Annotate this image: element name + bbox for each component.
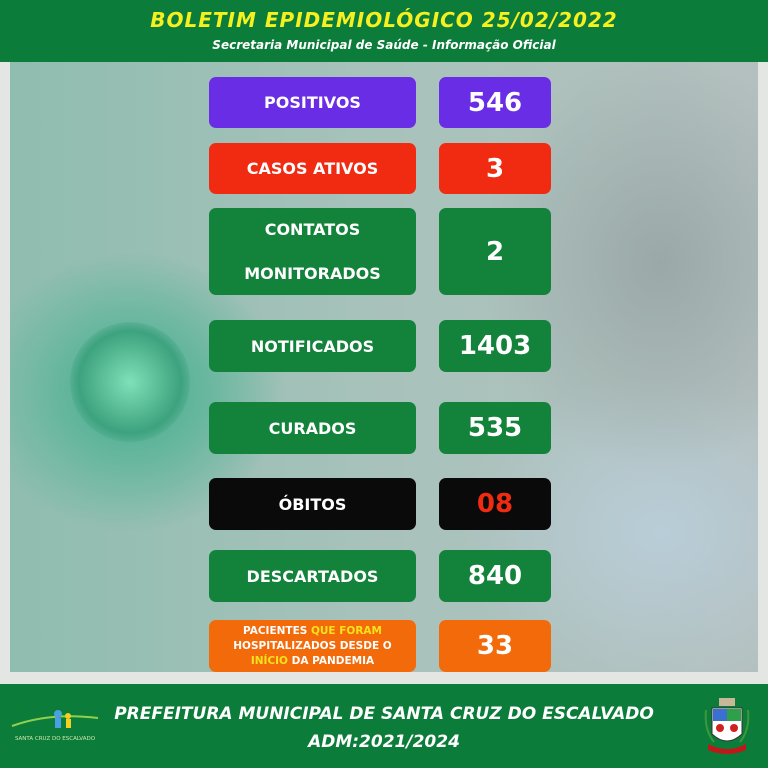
label-line: CONTATOS xyxy=(264,220,361,240)
value-obitos: 08 xyxy=(439,478,551,530)
virus-image xyxy=(70,322,190,442)
value-casos-ativos: 3 xyxy=(439,143,551,194)
label-obitos: ÓBITOS xyxy=(209,478,416,530)
label-highlight: QUE FORAM xyxy=(310,624,383,637)
label-line: MONITORADOS xyxy=(244,263,381,283)
label-descartados: DESCARTADOS xyxy=(209,550,416,602)
header: BOLETIM EPIDEMIOLÓGICO 25/02/2022 Secret… xyxy=(0,0,768,62)
label-casos-ativos: CASOS ATIVOS xyxy=(209,143,416,194)
bulletin-title: BOLETIM EPIDEMIOLÓGICO 25/02/2022 xyxy=(150,8,618,32)
coat-of-arms-icon xyxy=(704,698,750,754)
footer-line1: PREFEITURA MUNICIPAL DE SANTA CRUZ DO ES… xyxy=(114,704,654,724)
footer-line2: ADM:2021/2024 xyxy=(308,732,460,752)
label-highlight: INÍCIO xyxy=(250,654,288,667)
label-part: PACIENTES xyxy=(242,624,311,637)
label-notificados: NOTIFICADOS xyxy=(209,320,416,372)
value-hospitalizados: 33 xyxy=(439,620,551,672)
value-curados: 535 xyxy=(439,402,551,454)
value-notificados: 1403 xyxy=(439,320,551,372)
logo-text: SANTA CRUZ DO ESCALVADO xyxy=(15,736,96,742)
label-part: DA PANDEMIA xyxy=(287,654,375,667)
label-contatos-monitorados: CONTATOS MONITORADOS xyxy=(209,208,416,295)
municipality-logo: SANTA CRUZ DO ESCALVADO xyxy=(11,710,99,742)
footer: SANTA CRUZ DO ESCALVADO PREFEITURA MUNIC… xyxy=(0,684,768,768)
label-hospitalizados: PACIENTES QUE FORAM HOSPITALIZADOS DESDE… xyxy=(209,620,416,672)
label-positivos: POSITIVOS xyxy=(209,77,416,128)
bulletin-subtitle: Secretaria Municipal de Saúde - Informaç… xyxy=(212,38,556,52)
value-contatos-monitorados: 2 xyxy=(439,208,551,295)
value-positivos: 546 xyxy=(439,77,551,128)
label-part: HOSPITALIZADOS DESDE O xyxy=(233,639,392,652)
label-curados: CURADOS xyxy=(209,402,416,454)
value-descartados: 840 xyxy=(439,550,551,602)
